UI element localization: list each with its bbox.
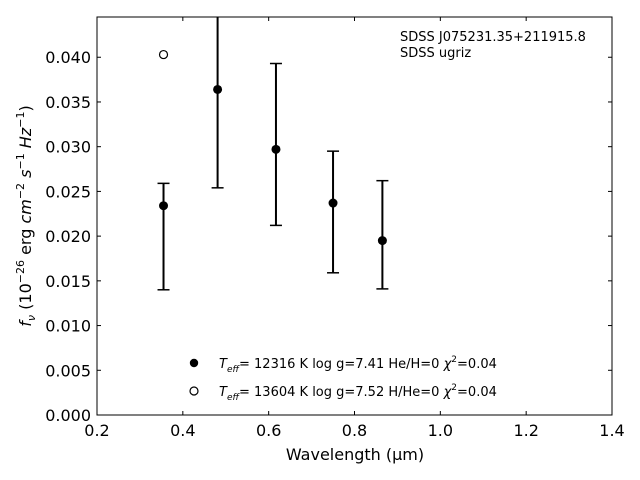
observed-point [159,201,169,211]
y-tick-label: 0.000 [45,406,91,425]
x-tick-label: 0.4 [170,421,195,440]
x-tick-label: 1.2 [513,421,538,440]
y-tick-label: 0.030 [45,138,91,157]
y-tick-label: 0.035 [45,93,91,112]
y-tick-label: 0.015 [45,272,91,291]
y-tick-label: 0.010 [45,317,91,336]
annotation-photometry: SDSS ugriz [400,46,471,61]
axis-tick-labels: 0.2 0.4 0.6 0.8 1.0 1.2 1.4 0.000 0.005 0.010 0.01… [45,48,625,440]
model-point [158,49,169,60]
x-axis-label: Wavelength (μm) [286,445,424,464]
observed-point [328,198,338,208]
plot-frame [96,16,613,416]
x-tick-label: 0.8 [342,421,367,440]
observed-point [213,84,223,94]
x-tick-label: 1.4 [599,421,624,440]
observed-point [377,236,387,246]
legend: Teff= 12316 K log g=7.41 He/H=0 χ2=0.04 … [189,355,497,403]
x-tick-label: 1.0 [428,421,453,440]
axis-ticks [96,17,613,416]
data-points [158,49,387,246]
svg-text:fν (10−26 erg cm−2 s−1 Hz−1): fν (10−26 erg cm−2 s−1 Hz−1) [14,105,38,326]
error-bars [157,17,389,291]
y-tick-label: 0.020 [45,227,91,246]
y-tick-label: 0.025 [45,182,91,201]
x-tick-label: 0.6 [256,421,281,440]
legend-entry-2: Teff= 13604 K log g=7.52 H/He=0 χ2=0.04 [219,383,497,403]
legend-entry-1: Teff= 12316 K log g=7.41 He/H=0 χ2=0.04 [219,355,497,375]
annotation-object-name: SDSS J075231.35+211915.8 [400,30,586,45]
y-tick-label: 0.005 [45,361,91,380]
observed-point [271,144,281,154]
y-axis-label: fν (10−26 erg cm−2 s−1 Hz−1) [14,105,38,326]
legend-marker-filled [189,358,199,368]
legend-marker-open [189,386,199,396]
y-tick-label: 0.040 [45,48,91,67]
x-tick-label: 0.2 [84,421,109,440]
